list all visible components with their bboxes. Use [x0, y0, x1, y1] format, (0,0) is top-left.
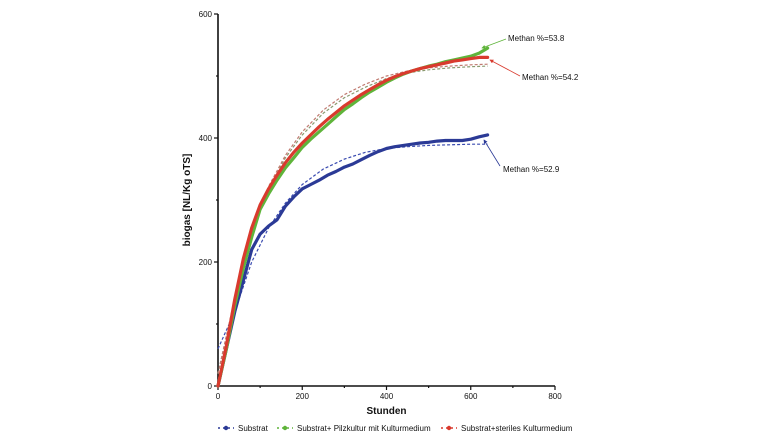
x-axis-title: Stunden [367, 406, 407, 417]
legend-marker-1 [223, 425, 229, 431]
x-tick-label: 0 [216, 392, 221, 401]
legend: Substrat Substrat+ Pilzkultur mit Kulturm… [218, 424, 573, 433]
y-tick-label: 200 [199, 258, 213, 267]
legend-label-2: Substrat+ Pilzkultur mit Kulturmedium [297, 424, 431, 433]
legend-label-1: Substrat [238, 424, 269, 433]
series-line-1 [216, 133, 490, 388]
y-tick-label: 0 [208, 382, 213, 391]
axes: 0 200 400 600 0 200 400 600 800 [199, 10, 563, 401]
legend-marker-3 [446, 425, 452, 431]
series-line-3 [216, 55, 490, 388]
x-tick-label: 600 [464, 392, 478, 401]
fit-curve-1 [217, 143, 488, 350]
legend-marker-2 [282, 425, 288, 431]
x-tick-label: 400 [380, 392, 394, 401]
annotation-arrow-3 [483, 139, 501, 167]
y-tick-label: 400 [199, 134, 213, 143]
y-tick-label: 600 [199, 10, 213, 19]
annotations: Methan %=53.8 Methan %=54.2 Methan %=52.9 [481, 34, 579, 174]
data-series [216, 46, 490, 388]
annotation-label-3: Methan %=52.9 [503, 165, 560, 174]
fit-curve-2 [217, 65, 488, 374]
annotation-label-1: Methan %=53.8 [508, 34, 565, 43]
y-axis-title: biogas [NL/Kg oTS] [182, 154, 193, 247]
x-tick-label: 800 [548, 392, 562, 401]
legend-label-3: Substrat+steriles Kulturmedium [461, 424, 573, 433]
annotation-label-2: Methan %=54.2 [522, 73, 579, 82]
annotation-arrow-2 [489, 59, 521, 77]
x-tick-label: 200 [296, 392, 310, 401]
annotation-arrow-1 [481, 38, 507, 49]
